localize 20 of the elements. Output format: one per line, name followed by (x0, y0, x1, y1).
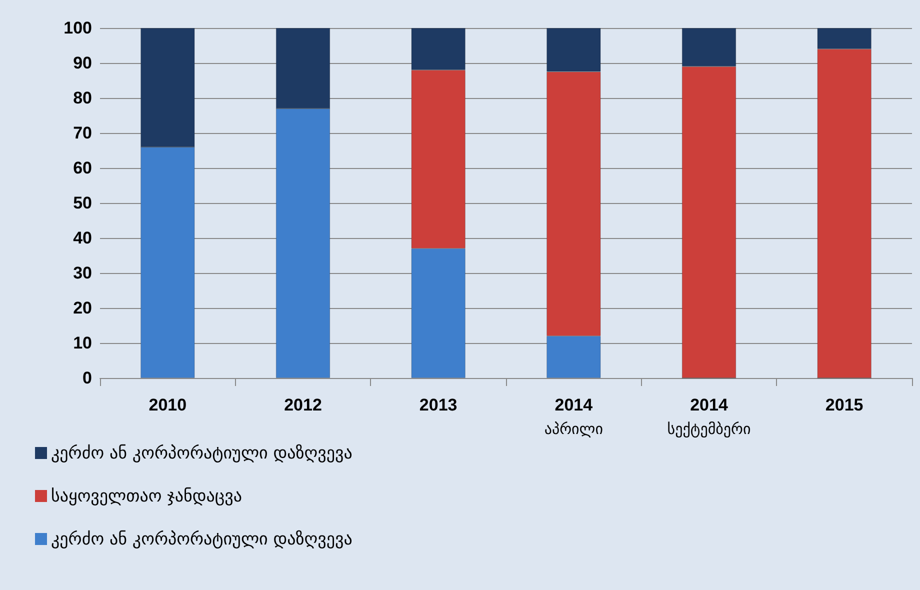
x-tick-label: 2012 (284, 396, 322, 414)
x-tick-label: 2013 (419, 396, 458, 414)
y-tick-label: 50 (73, 194, 92, 212)
y-tick-label: 40 (73, 228, 92, 248)
y-tick-label: 0 (82, 368, 92, 388)
y-tick-label: 60 (73, 158, 92, 178)
legend-label: კერძო ან კორპორატიული დაზღვევა (51, 530, 352, 550)
legend-label: საყოველთაო ჯანდაცვა (51, 486, 242, 506)
x-tick-label: 2010 (148, 396, 187, 414)
y-tick-label: 100 (64, 18, 92, 38)
y-tick-label: 70 (73, 124, 92, 142)
y-tick-label: 10 (73, 334, 92, 352)
x-tick-label: 2014 აპრილი (544, 396, 604, 438)
y-tick-label: 90 (73, 54, 92, 72)
y-tick-label: 30 (73, 264, 92, 282)
y-tick-label: 80 (73, 88, 92, 108)
x-tick-label: 2015 (825, 396, 864, 414)
legend-label: კერძო ან კორპორატიული დაზღვევა (51, 444, 352, 464)
x-tick-label: 2014 სექტემბერი (667, 396, 751, 438)
y-tick-label: 20 (73, 298, 92, 318)
